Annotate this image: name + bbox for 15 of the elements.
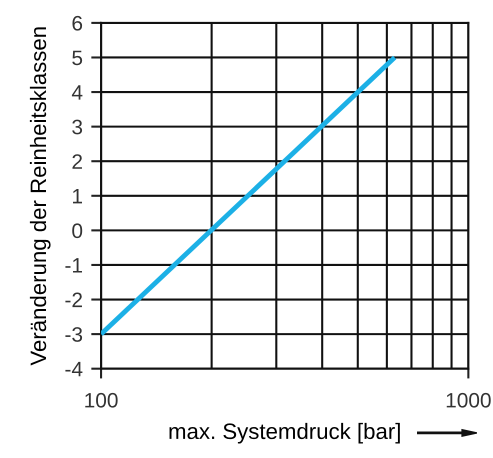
y-tick-label: -2 bbox=[65, 292, 82, 308]
y-tick-label: -3 bbox=[65, 327, 82, 342]
y-tick-label: 6 bbox=[72, 16, 82, 31]
x-axis-title: max. Systemdruck [bar] bbox=[169, 422, 400, 444]
y-tick-label: 2 bbox=[72, 154, 82, 169]
y-tick-label: 0 bbox=[72, 223, 82, 238]
y-tick-label: 3 bbox=[72, 120, 82, 134]
y-tick-label: 1 bbox=[73, 189, 82, 204]
y-tick-label: 5 bbox=[72, 50, 82, 66]
x-tick-label: 100 bbox=[85, 392, 118, 408]
y-axis-title: Veränderung der Reinheitsklassen bbox=[30, 27, 51, 366]
y-tick-label: -4 bbox=[65, 362, 82, 376]
y-tick-label: -1 bbox=[65, 258, 82, 272]
y-tick-label: 4 bbox=[72, 85, 82, 100]
x-tick-label: 1000 bbox=[446, 392, 491, 408]
